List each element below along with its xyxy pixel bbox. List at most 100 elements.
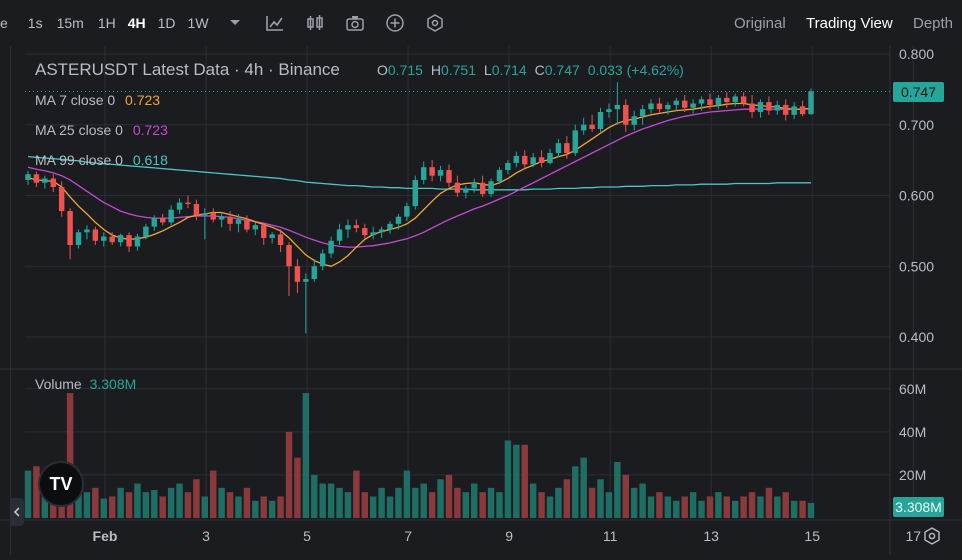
price-tick-label: 0.600 bbox=[899, 188, 934, 204]
volume-bar bbox=[479, 492, 486, 518]
candle-body bbox=[244, 219, 250, 230]
volume-bar bbox=[740, 496, 747, 518]
candle-body bbox=[513, 155, 520, 163]
candle-body bbox=[134, 236, 141, 247]
candle-body bbox=[353, 225, 360, 229]
candle-body bbox=[67, 211, 73, 246]
candle-body bbox=[101, 236, 107, 241]
volume-bar bbox=[353, 470, 360, 518]
candle-body bbox=[336, 229, 343, 241]
volume-bar bbox=[108, 496, 116, 518]
ma25-line bbox=[27, 107, 812, 248]
volume-bar bbox=[588, 487, 596, 518]
x-tick-label: 13 bbox=[703, 528, 719, 544]
volume-bar bbox=[218, 487, 225, 518]
chevron-left-icon bbox=[13, 507, 20, 517]
volume-bar bbox=[311, 474, 318, 518]
candle-body bbox=[791, 106, 797, 115]
candle-body bbox=[176, 202, 183, 210]
candle-body bbox=[117, 235, 124, 243]
ma25-legend[interactable]: MA 25 close 0 0.723 bbox=[35, 122, 168, 138]
add-indicator-icon[interactable] bbox=[381, 9, 409, 37]
timeframe-15m[interactable]: 15m bbox=[56, 15, 84, 31]
timeframe-1d[interactable]: 1D bbox=[157, 15, 176, 31]
volume-legend[interactable]: Volume 3.308M bbox=[35, 376, 136, 392]
candle-body bbox=[774, 104, 781, 111]
candle-body bbox=[42, 178, 48, 183]
volume-bar bbox=[33, 466, 40, 518]
ma99-value: 0.618 bbox=[132, 152, 168, 168]
timeframe-1h[interactable]: 1H bbox=[97, 15, 116, 31]
chart-settings-icon[interactable] bbox=[922, 526, 942, 546]
volume-bar bbox=[117, 487, 124, 518]
ma7-line bbox=[27, 102, 812, 267]
price-tick-label: 0.400 bbox=[899, 329, 934, 345]
candle-body bbox=[463, 188, 469, 193]
settings-hex-icon[interactable] bbox=[421, 9, 449, 37]
view-depth[interactable]: Depth bbox=[913, 15, 954, 32]
volume-bar bbox=[614, 462, 621, 518]
candle-body bbox=[698, 99, 705, 104]
candle-body bbox=[412, 179, 418, 207]
open-label: O bbox=[377, 62, 388, 78]
volume-bar bbox=[673, 500, 680, 518]
ma25-label: MA 25 close 0 bbox=[35, 122, 123, 138]
candle-body bbox=[623, 104, 629, 125]
view-original[interactable]: Original bbox=[734, 15, 786, 32]
volume-bar bbox=[790, 500, 798, 518]
candle-body bbox=[707, 99, 713, 105]
volume-tick-label: 40M bbox=[899, 424, 926, 440]
timeframe-e[interactable]: e bbox=[0, 15, 8, 31]
candle-body bbox=[808, 91, 814, 115]
timeframe-1s[interactable]: 1s bbox=[27, 15, 43, 31]
volume-bar bbox=[538, 492, 545, 518]
view-trading-view[interactable]: Trading View bbox=[806, 15, 893, 32]
volume-bar bbox=[428, 492, 436, 518]
volume-bar bbox=[100, 498, 107, 518]
candle-body bbox=[202, 213, 208, 216]
line-tool-icon[interactable] bbox=[261, 9, 289, 37]
volume-bar bbox=[378, 487, 385, 518]
candle-body bbox=[429, 167, 435, 176]
volume-bar bbox=[799, 500, 806, 518]
candle-body bbox=[749, 103, 755, 113]
volume-bar bbox=[159, 496, 166, 518]
volume-bar bbox=[580, 457, 587, 518]
candle-body bbox=[530, 157, 536, 165]
chart-area[interactable]: 0.800 0.700 0.600 0.500 0.400 60M 40M 20M Feb 3 5 7… bbox=[0, 46, 962, 555]
candle-body bbox=[160, 218, 166, 223]
price-chart[interactable]: 0.800 0.700 0.600 0.500 0.400 60M 40M 20M Feb 3 5 7… bbox=[0, 46, 962, 555]
volume-bar bbox=[66, 393, 74, 518]
candle-body bbox=[387, 223, 393, 230]
tradingview-logo[interactable]: TV bbox=[38, 461, 84, 507]
timeframe-4h[interactable]: 4H bbox=[127, 15, 146, 31]
volume-bar bbox=[757, 496, 764, 518]
dropdown-icon[interactable] bbox=[221, 9, 249, 37]
change-value: 0.033 (+4.62%) bbox=[587, 62, 684, 78]
volume-bar bbox=[723, 496, 731, 518]
symbol-title: ASTERUSDT Latest Data · 4h · Binance bbox=[35, 60, 340, 79]
candle-body bbox=[665, 104, 671, 110]
ma99-legend[interactable]: MA 99 close 0 0.618 bbox=[35, 152, 168, 168]
volume-bar bbox=[277, 496, 284, 518]
ma7-legend[interactable]: MA 7 close 0 0.723 bbox=[35, 92, 160, 108]
x-tick-label: 9 bbox=[505, 528, 513, 544]
candle-body bbox=[799, 106, 806, 115]
timeframe-1w[interactable]: 1W bbox=[187, 15, 209, 31]
candle-body bbox=[614, 104, 621, 110]
candle-body bbox=[766, 102, 772, 111]
collapse-toolbar-button[interactable] bbox=[10, 498, 24, 526]
volume-bar bbox=[167, 487, 175, 518]
candle-body bbox=[151, 218, 157, 227]
volume-bar bbox=[563, 479, 571, 518]
camera-icon[interactable] bbox=[341, 9, 369, 37]
candle-body bbox=[631, 116, 637, 125]
candle-body bbox=[589, 124, 595, 129]
volume-bar bbox=[487, 487, 495, 518]
volume-bar bbox=[715, 492, 722, 518]
price-tick-label: 0.700 bbox=[899, 117, 934, 133]
volume-bar bbox=[681, 496, 688, 518]
candle-body bbox=[227, 216, 233, 224]
candle-type-icon[interactable] bbox=[301, 9, 329, 37]
volume-bar bbox=[496, 492, 503, 518]
